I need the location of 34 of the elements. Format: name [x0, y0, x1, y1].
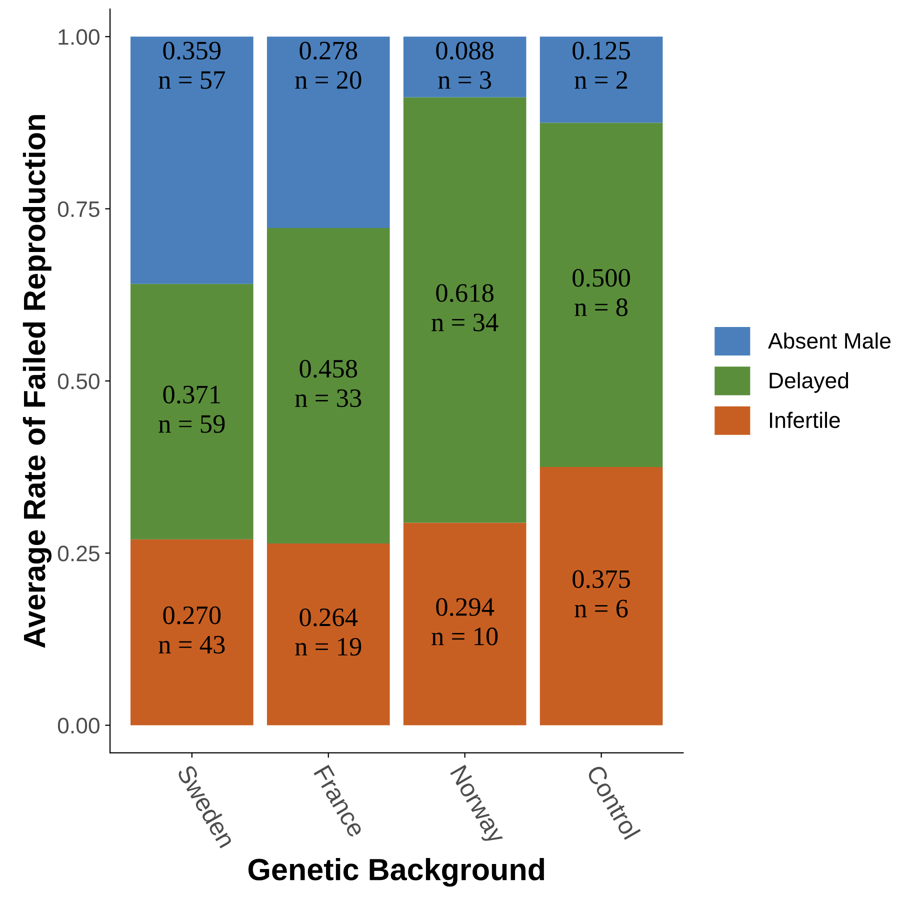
y-tick-label: 0.75: [58, 201, 100, 218]
bar: [266, 36, 390, 228]
y-tick-label: 0.00: [58, 718, 100, 734]
bar: [130, 36, 254, 284]
bar: [403, 36, 526, 98]
y-tick-label: 1.00: [58, 29, 100, 45]
bar: [540, 36, 663, 123]
data-label: 0.618 n = 34: [432, 284, 498, 332]
legend-label: Absent Male: [768, 332, 890, 349]
data-label: 0.500 n = 8: [572, 268, 630, 316]
data-label: 0.371 n = 59: [158, 386, 225, 433]
data-label: 0.125 n = 2: [572, 42, 630, 89]
y-tick-label: 0.50: [58, 373, 100, 390]
data-label: 0.359 n = 57: [158, 42, 225, 89]
data-label: 0.278 n = 20: [295, 42, 362, 89]
bar: [540, 467, 663, 726]
bar: [403, 522, 526, 726]
bar: [540, 122, 663, 468]
data-label: 0.294 n = 10: [432, 598, 498, 646]
legend-label: Delayed: [770, 372, 848, 393]
data-label: 0.088 n = 3: [436, 42, 494, 89]
bar: [130, 284, 254, 540]
data-label: 0.458 n = 33: [295, 360, 362, 408]
y-tick-label: 0.25: [58, 546, 100, 562]
y-axis-title: Average Rate of Failed Reproduction: [22, 115, 52, 648]
x-axis-title: Genetic Background: [248, 858, 544, 887]
bar: [130, 539, 254, 726]
bar: [403, 97, 526, 523]
data-label: 0.270 n = 43: [158, 606, 225, 654]
legend-label: Infertile: [770, 412, 840, 428]
data-label: 0.375 n = 6: [572, 570, 630, 618]
bar: [266, 543, 390, 726]
data-label: 0.264 n = 19: [295, 608, 362, 656]
bar: [266, 228, 390, 544]
